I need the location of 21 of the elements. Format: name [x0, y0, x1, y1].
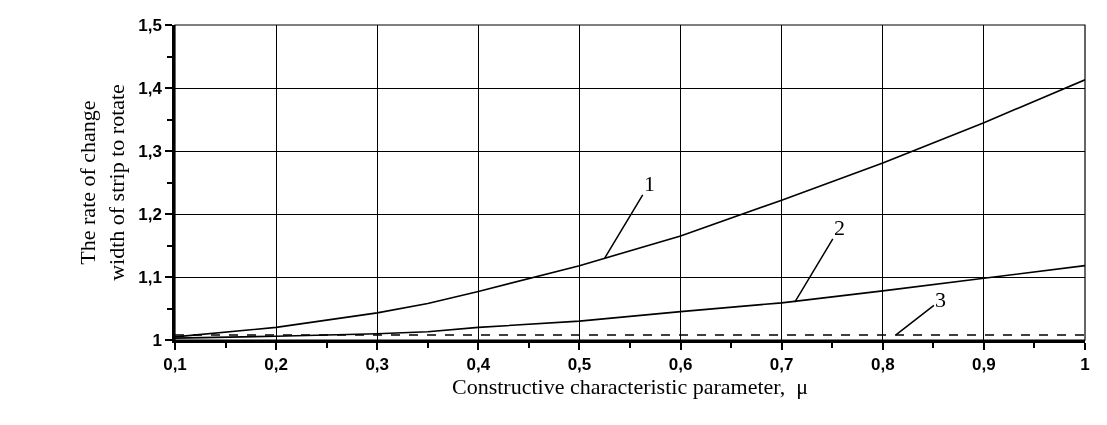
x-tick-label: 1 — [1080, 355, 1090, 375]
x-tick-label: 0,6 — [668, 355, 693, 375]
x-tick-label: 0,7 — [769, 355, 794, 375]
x-tick-label: 0,1 — [163, 355, 187, 375]
y-tick-label: 1,3 — [138, 141, 162, 161]
y-tick-label: 1,5 — [138, 15, 162, 35]
y-tick-label: 1,4 — [138, 78, 163, 98]
x-tick-label: 0,4 — [466, 355, 491, 375]
y-tick-label: 1 — [152, 330, 162, 350]
annotation: 1 — [644, 171, 655, 196]
y-tick-label: 1,1 — [138, 267, 162, 287]
x-axis-title: Constructive characteristic parameter, μ — [451, 374, 809, 400]
annotation: 3 — [935, 287, 946, 312]
y-axis-title: The rate of change width of strip to rotate — [75, 84, 130, 281]
x-tick-label: 0,9 — [972, 355, 996, 375]
x-tick-label: 0,5 — [567, 355, 592, 375]
x-tick-label: 0,8 — [870, 355, 895, 375]
x-tick-label: 0,2 — [264, 355, 288, 375]
annotation: 2 — [834, 215, 845, 240]
x-tick-label: 0,3 — [365, 355, 390, 375]
y-tick-label: 1,2 — [138, 204, 162, 224]
